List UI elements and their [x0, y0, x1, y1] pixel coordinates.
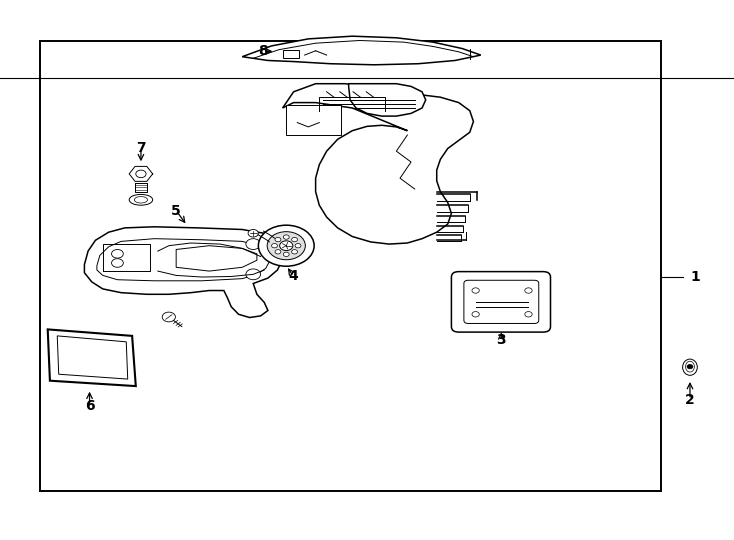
Text: 4: 4 [288, 269, 299, 284]
Ellipse shape [129, 194, 153, 205]
Bar [286, 105, 341, 135]
Circle shape [112, 259, 123, 267]
Text: 7: 7 [136, 141, 146, 156]
Circle shape [525, 288, 532, 293]
Polygon shape [283, 84, 473, 244]
Polygon shape [349, 84, 426, 116]
Circle shape [267, 232, 305, 260]
Circle shape [472, 312, 479, 317]
Circle shape [687, 364, 693, 369]
Circle shape [275, 238, 281, 242]
Circle shape [246, 269, 261, 280]
Circle shape [136, 170, 146, 178]
Circle shape [295, 244, 301, 248]
FancyBboxPatch shape [464, 280, 539, 323]
Polygon shape [176, 246, 257, 271]
Circle shape [291, 249, 297, 254]
Bar [283, 50, 299, 58]
Circle shape [291, 238, 297, 242]
Circle shape [162, 312, 175, 322]
Text: 8: 8 [258, 44, 268, 58]
Circle shape [246, 239, 261, 249]
Polygon shape [57, 336, 128, 379]
Polygon shape [48, 329, 136, 386]
Text: 1: 1 [690, 270, 700, 284]
Bar [40, 40, 661, 491]
Circle shape [275, 249, 281, 254]
Ellipse shape [686, 361, 694, 372]
Circle shape [280, 241, 293, 251]
Polygon shape [242, 36, 481, 65]
Text: 5: 5 [171, 204, 181, 218]
Text: 2: 2 [685, 393, 695, 407]
Ellipse shape [683, 359, 697, 375]
Circle shape [112, 249, 123, 258]
Polygon shape [84, 227, 283, 318]
Circle shape [525, 312, 532, 317]
FancyBboxPatch shape [451, 272, 550, 332]
Circle shape [472, 288, 479, 293]
Ellipse shape [134, 197, 148, 203]
Circle shape [258, 225, 314, 266]
Circle shape [272, 244, 277, 248]
Text: 6: 6 [84, 399, 95, 413]
Circle shape [283, 235, 289, 239]
Circle shape [248, 230, 258, 237]
Polygon shape [97, 239, 270, 281]
Circle shape [283, 252, 289, 256]
Text: 3: 3 [496, 333, 506, 347]
